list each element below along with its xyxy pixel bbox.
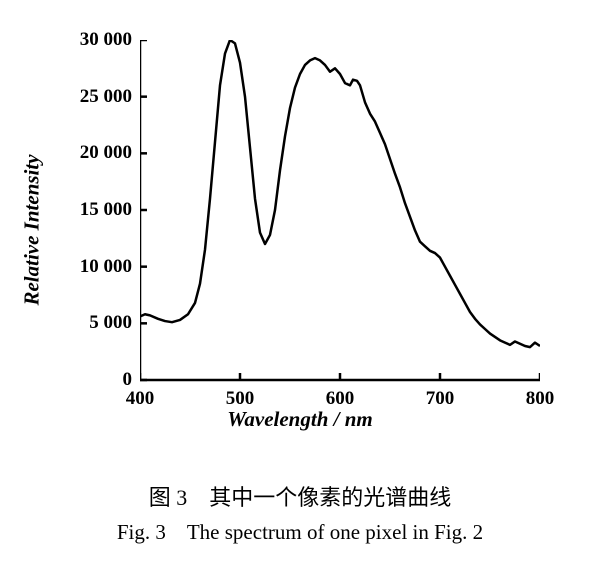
caption-english: Fig. 3 The spectrum of one pixel in Fig.… xyxy=(0,516,600,546)
y-tick-label: 10 000 xyxy=(80,256,132,278)
plot-area xyxy=(140,40,540,380)
x-tick-label: 600 xyxy=(326,388,355,410)
y-axis-label: Relative Intensity xyxy=(20,154,45,305)
x-axis-label: Wavelength / nm xyxy=(227,407,372,432)
y-tick-label: 30 000 xyxy=(80,29,132,51)
y-tick-label: 15 000 xyxy=(80,199,132,221)
x-tick-label: 800 xyxy=(526,388,555,410)
caption-chinese: 图 3 其中一个像素的光谱曲线 xyxy=(0,480,600,512)
y-tick-label: 25 000 xyxy=(80,86,132,108)
chart-container: Relative Intensity Wavelength / nm 05 00… xyxy=(30,20,570,440)
y-tick-label: 20 000 xyxy=(80,142,132,164)
figure-caption: 图 3 其中一个像素的光谱曲线 Fig. 3 The spectrum of o… xyxy=(0,480,600,546)
spectrum-plot-svg xyxy=(140,40,540,400)
x-tick-label: 400 xyxy=(126,388,155,410)
y-tick-label: 5 000 xyxy=(89,312,132,334)
x-tick-label: 500 xyxy=(226,388,255,410)
x-tick-label: 700 xyxy=(426,388,455,410)
